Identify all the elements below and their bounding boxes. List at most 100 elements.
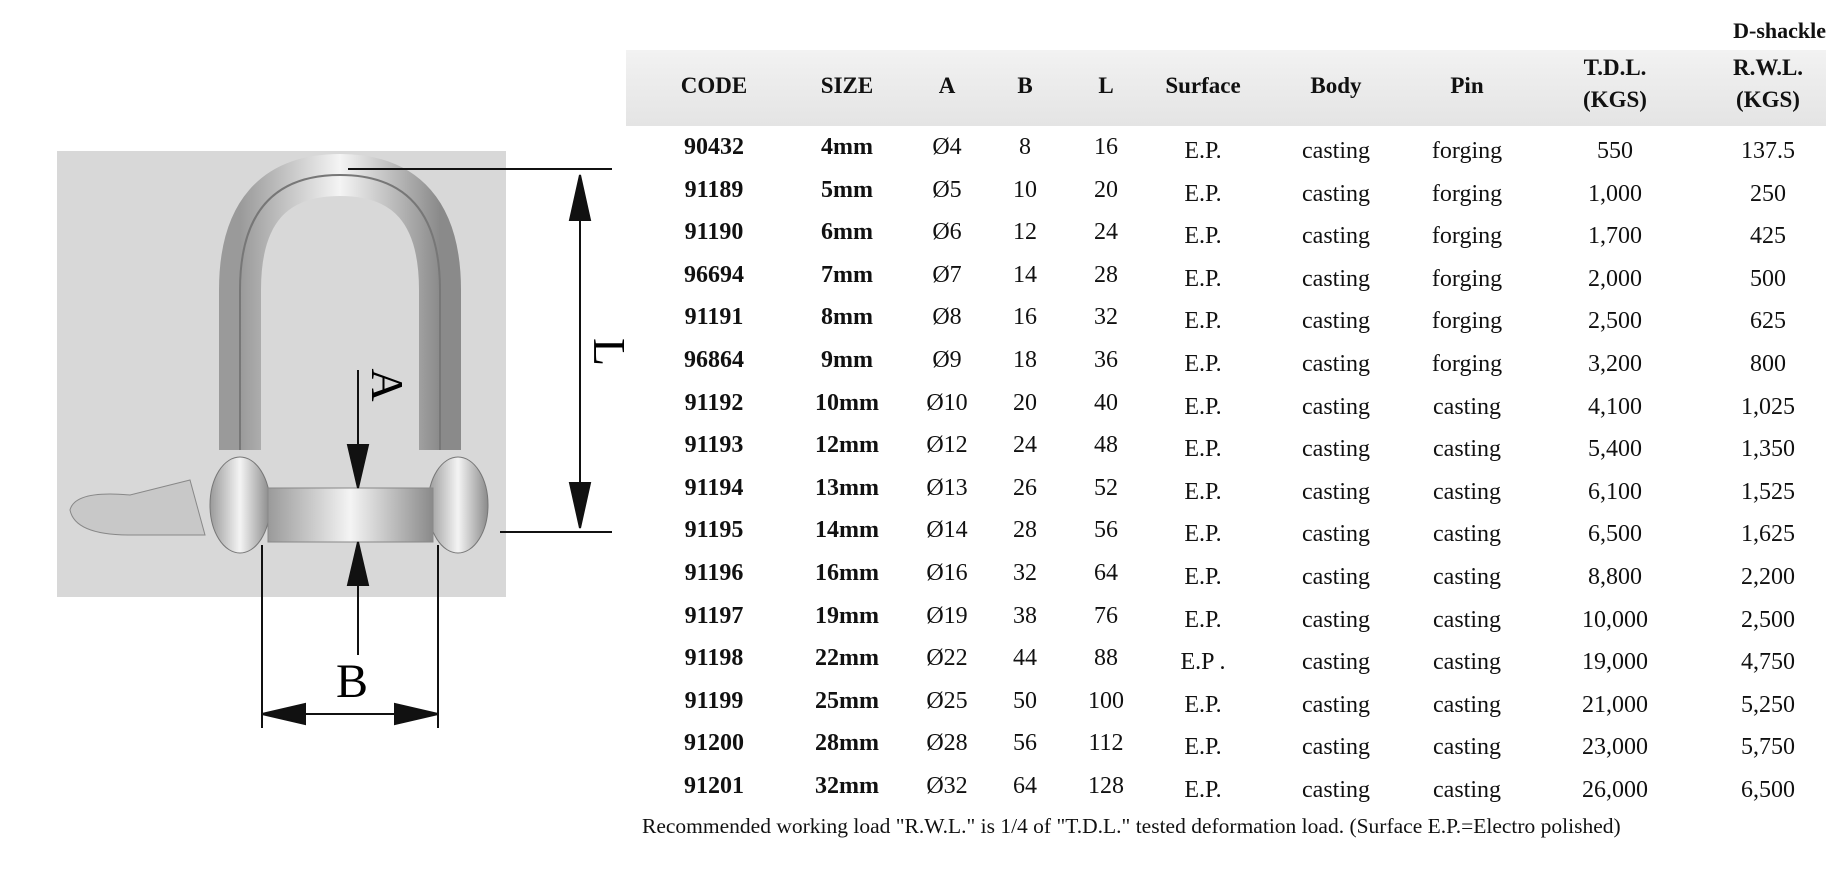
cell-b: 14	[1013, 261, 1037, 288]
cell-code: 91193	[684, 432, 744, 459]
cell-pin: casting	[1433, 777, 1501, 803]
cell-rwl: 800	[1750, 351, 1786, 377]
cell-size: 6mm	[821, 219, 873, 246]
cell-l: 48	[1094, 432, 1118, 459]
cell-body: casting	[1302, 308, 1370, 335]
cell-tdl: 6,500	[1588, 521, 1642, 548]
cell-l: 100	[1088, 687, 1124, 714]
cell-tdl: 550	[1597, 138, 1633, 164]
cell-size: 19mm	[815, 602, 879, 629]
header-code: CODE	[681, 70, 747, 102]
cell-pin: casting	[1433, 564, 1501, 590]
cell-code: 91195	[684, 517, 744, 544]
cell-rwl: 137.5	[1741, 138, 1795, 164]
header-surface: Surface	[1165, 70, 1240, 102]
cell-rwl: 2,200	[1741, 564, 1795, 590]
product-title: D-shackle	[1733, 18, 1826, 43]
table-header-band	[626, 50, 1826, 126]
cell-size: 25mm	[815, 687, 879, 714]
cell-size: 22mm	[815, 645, 879, 672]
cell-pin: casting	[1433, 478, 1501, 505]
label-a: A	[362, 368, 413, 401]
cell-a: Ø16	[926, 560, 968, 586]
cell-l: 16	[1094, 134, 1118, 160]
cell-rwl: 250	[1750, 180, 1786, 207]
cell-rwl: 6,500	[1741, 777, 1795, 803]
header-line2: (KGS)	[1736, 87, 1800, 112]
cell-b: 64	[1013, 773, 1037, 799]
cell-code: 91191	[684, 304, 744, 331]
cell-tdl: 1,700	[1588, 223, 1642, 250]
cell-body: casting	[1302, 777, 1370, 803]
cell-pin: casting	[1433, 393, 1501, 420]
cell-tdl: 21,000	[1582, 691, 1648, 718]
cell-a: Ø19	[926, 602, 968, 629]
cell-l: 56	[1094, 517, 1118, 544]
cell-tdl: 3,200	[1588, 351, 1642, 377]
cell-size: 14mm	[815, 517, 879, 544]
cell-b: 44	[1013, 645, 1037, 672]
header-line2: (KGS)	[1583, 87, 1647, 112]
cell-body: casting	[1302, 265, 1370, 292]
cell-body: casting	[1302, 393, 1370, 420]
header-pin: Pin	[1450, 70, 1483, 102]
cell-surface: E.P.	[1184, 138, 1222, 164]
cell-pin: casting	[1433, 606, 1501, 633]
cell-a: Ø8	[932, 304, 962, 331]
cell-size: 4mm	[821, 134, 873, 160]
cell-body: casting	[1302, 564, 1370, 590]
cell-code: 91200	[684, 730, 744, 757]
cell-tdl: 6,100	[1588, 478, 1642, 505]
cell-pin: casting	[1433, 649, 1501, 676]
cell-rwl: 4,750	[1741, 649, 1795, 676]
cell-l: 88	[1094, 645, 1118, 672]
cell-tdl: 26,000	[1582, 777, 1648, 803]
cell-pin: casting	[1433, 521, 1501, 548]
cell-surface: E.P.	[1184, 223, 1222, 250]
cell-a: Ø25	[926, 687, 968, 714]
cell-b: 16	[1013, 304, 1037, 331]
cell-l: 28	[1094, 261, 1118, 288]
cell-code: 91198	[684, 645, 744, 672]
cell-pin: casting	[1433, 691, 1501, 718]
cell-tdl: 2,000	[1588, 265, 1642, 292]
cell-body: casting	[1302, 351, 1370, 377]
cell-surface: E.P.	[1184, 478, 1222, 505]
cell-tdl: 2,500	[1588, 308, 1642, 335]
header-line1: A	[938, 73, 956, 98]
dimension-lines	[261, 168, 612, 728]
cell-body: casting	[1302, 691, 1370, 718]
cell-size: 32mm	[815, 773, 879, 799]
cell-rwl: 1,350	[1741, 436, 1795, 463]
cell-a: Ø28	[926, 730, 968, 757]
cell-surface: E.P.	[1184, 691, 1222, 718]
cell-pin: forging	[1431, 265, 1503, 292]
cell-tdl: 8,800	[1588, 564, 1642, 590]
cell-body: casting	[1302, 436, 1370, 463]
cell-code: 91201	[684, 773, 744, 799]
cell-surface: E.P.	[1184, 734, 1222, 761]
header-line1: T.D.L.	[1583, 55, 1647, 80]
header-line1: Surface	[1165, 73, 1241, 98]
cell-a: Ø5	[932, 176, 962, 203]
header-b: B	[1017, 70, 1032, 102]
footnote: Recommended working load "R.W.L." is 1/4…	[642, 814, 1621, 838]
cell-surface: E.P.	[1184, 521, 1222, 548]
header-line1: CODE	[680, 73, 748, 98]
header-rwl: R.W.L. (KGS)	[1733, 52, 1803, 116]
cell-surface: E.P.	[1184, 265, 1222, 292]
cell-code: 91192	[684, 389, 744, 416]
cell-l: 40	[1094, 389, 1118, 416]
cell-l: 24	[1094, 219, 1118, 246]
cell-body: casting	[1302, 521, 1370, 548]
cell-size: 9mm	[821, 347, 873, 373]
cell-rwl: 5,250	[1741, 691, 1795, 718]
cell-code: 96694	[684, 261, 744, 288]
cell-body: casting	[1302, 478, 1370, 505]
cell-rwl: 625	[1750, 308, 1786, 335]
cell-a: Ø10	[926, 389, 968, 416]
cell-b: 50	[1013, 687, 1037, 714]
cell-a: Ø6	[932, 219, 962, 246]
header-line1: Body	[1310, 73, 1362, 98]
cell-size: 13mm	[815, 474, 879, 501]
